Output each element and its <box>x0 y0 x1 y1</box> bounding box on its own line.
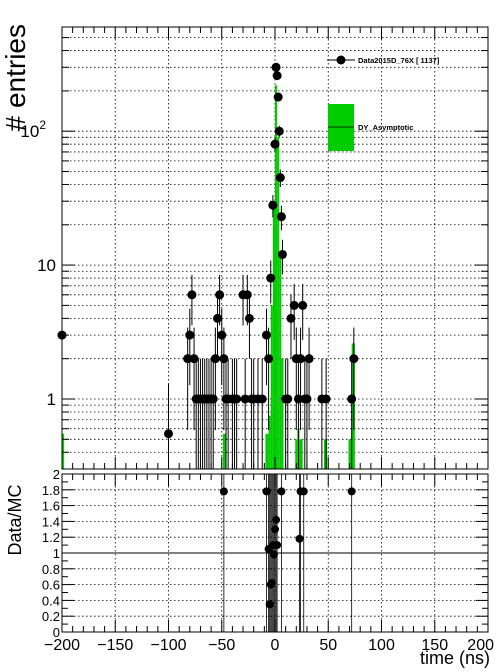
mc-bar <box>323 439 328 469</box>
legend-data-marker <box>336 55 346 65</box>
mc-bar <box>351 343 355 469</box>
data-point <box>244 313 254 323</box>
data-point <box>286 313 296 323</box>
ratio-y-tick-label: 1.8 <box>42 483 60 498</box>
ratio-y-tick-label: 1.6 <box>42 499 60 514</box>
ratio-y-axis-title: Data/MC <box>5 484 25 555</box>
legend: Data2015D_76X [ 1137] DY_Asymptotic <box>327 55 440 151</box>
ratio-y-tick-label: 2 <box>53 467 60 482</box>
mc-bar <box>270 305 273 469</box>
ratio-y-tick-label: 0.2 <box>42 609 60 624</box>
ratio-y-tick-label: 1 <box>53 546 60 561</box>
ratio-axis-ticks: 00.20.40.60.811.21.41.61.82−200 −150 −100−… <box>42 467 494 654</box>
data-point <box>272 71 282 81</box>
data-point <box>275 173 285 183</box>
mc-bar <box>275 85 278 469</box>
mc-bar <box>268 415 271 469</box>
data-point <box>185 330 195 340</box>
data-point <box>277 249 287 259</box>
mc-bar <box>295 439 298 469</box>
legend-mc-label: DY_Asymptotic <box>358 123 413 132</box>
data-point <box>298 300 308 310</box>
x-tick-label: −150 <box>97 637 133 654</box>
data-point <box>257 394 267 404</box>
data-point <box>212 313 222 323</box>
ratio-point <box>271 525 279 534</box>
legend-data-label: Data2015D_76X [ 1137] <box>358 56 440 65</box>
ratio-points <box>219 474 356 632</box>
data-point <box>347 394 357 404</box>
ratio-y-tick-label: 0 <box>53 625 60 640</box>
data-point <box>261 330 271 340</box>
data-point <box>271 62 281 72</box>
mc-bar <box>272 201 275 469</box>
ratio-point <box>273 541 282 550</box>
data-point <box>240 394 250 404</box>
x-tick-label: 150 <box>421 637 448 654</box>
mc-bar <box>348 439 352 469</box>
data-point <box>210 354 220 364</box>
y-axis-title: # entries <box>0 24 31 131</box>
data-point <box>264 354 274 364</box>
mc-bar <box>299 439 303 469</box>
data-point <box>289 300 299 310</box>
data-point <box>219 354 229 364</box>
ratio-y-tick-label: 1.4 <box>42 514 60 529</box>
x-tick-label: 0 <box>271 637 280 654</box>
data-point <box>232 394 242 404</box>
ratio-point <box>277 487 286 496</box>
data-point <box>268 200 278 210</box>
data-point <box>164 429 173 439</box>
data-point <box>266 273 276 283</box>
data-point <box>189 354 199 364</box>
data-points <box>57 62 359 469</box>
data-point <box>242 290 252 300</box>
x-axis-title: time (ns) <box>420 648 490 668</box>
data-point <box>215 290 225 300</box>
x-tick-label: 100 <box>368 637 395 654</box>
y-tick-label: 1 <box>47 390 56 409</box>
data-point <box>270 139 280 149</box>
data-point <box>274 126 284 136</box>
ratio-y-tick-label: 0.8 <box>42 562 60 577</box>
mc-bar <box>277 137 280 469</box>
x-tick-label: 50 <box>319 637 337 654</box>
ratio-point <box>299 487 308 496</box>
data-point <box>187 290 197 300</box>
data-point <box>283 394 293 404</box>
mc-bar <box>222 433 227 469</box>
ratio-y-tick-label: 1.2 <box>42 530 60 545</box>
mc-bar <box>62 433 65 469</box>
legend-mc-box <box>328 104 354 151</box>
x-tick-label: −50 <box>208 637 235 654</box>
data-point <box>208 394 218 404</box>
data-point <box>304 354 314 364</box>
data-point <box>217 330 227 340</box>
ratio-point <box>219 487 228 496</box>
x-tick-label: −200 <box>44 637 80 654</box>
ratio-point <box>272 515 281 524</box>
x-tick-label: −100 <box>150 637 186 654</box>
ratio-y-tick-label: 0.6 <box>42 578 60 593</box>
data-point <box>321 394 331 404</box>
mc-bar <box>265 433 269 469</box>
ratio-y-tick-label: 0.4 <box>42 593 60 608</box>
mc-bar <box>279 254 282 469</box>
mc-histogram <box>62 85 355 469</box>
data-point <box>276 212 286 222</box>
data-point <box>302 394 312 404</box>
y-tick-label: 10 <box>37 256 56 275</box>
ratio-panel: 00.20.40.60.811.21.41.61.82−200 −150 −100−… <box>5 467 494 668</box>
mc-bar <box>281 358 284 469</box>
x-tick-label: 200 <box>467 637 494 654</box>
data-point <box>273 92 283 102</box>
data-point <box>296 354 306 364</box>
data-point <box>349 354 359 364</box>
ratio-point <box>295 534 304 543</box>
ratio-point <box>347 487 356 496</box>
